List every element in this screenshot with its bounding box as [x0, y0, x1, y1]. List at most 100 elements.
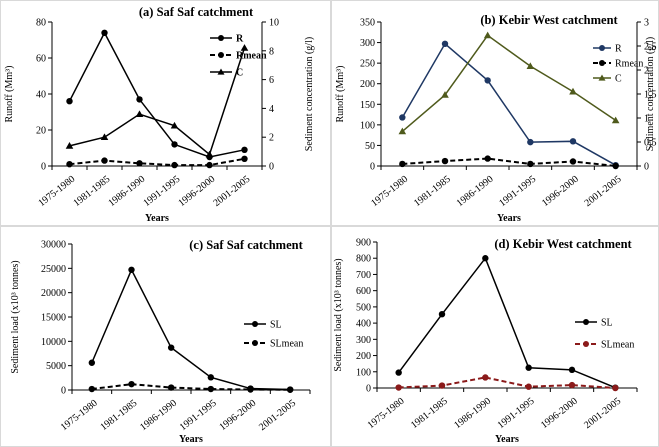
y-tick-label: 0 — [61, 386, 66, 397]
data-point-sl — [88, 359, 96, 366]
y2-tick-label: 0,5 — [644, 138, 657, 149]
x-axis-title: Years — [179, 434, 203, 445]
y-tick-label: 100 — [356, 367, 371, 378]
data-point-c — [240, 44, 249, 51]
legend-marker-sl — [583, 319, 589, 325]
series-line-slmean — [398, 376, 616, 389]
chart-panel-b: 0 50 100 150 200 250 300 350 0 0,5 1 1,5 2 2,5 3 1975-1… — [331, 0, 659, 226]
chart-panel-c: 0 5000 10000 15000 20000 25000 30000 1975-1980 1… — [0, 226, 331, 447]
y-tick-label: 500 — [356, 302, 371, 313]
x-axis-title: Years — [495, 434, 519, 445]
x-axis-title: Years — [497, 213, 521, 224]
data-point-rmean — [527, 160, 534, 168]
chart-panel-a: 0 20 40 60 80 0 2 4 6 8 10 1975-1980 1981-1985 1986-1… — [0, 0, 331, 226]
data-point-sl — [167, 344, 175, 351]
data-point-slmean — [395, 384, 402, 391]
y2-axis-title: Sediment concentration (g/l) — [304, 37, 315, 151]
data-point-c — [170, 121, 179, 129]
y2-tick-label: 4 — [269, 104, 274, 115]
y-axis-title: Sediment load (x10³ tonnes) — [10, 260, 21, 373]
y2-tick-label: 2,5 — [644, 42, 657, 53]
chart-svg-c: 0500010000150002000025000300001975-19801… — [0, 226, 331, 447]
data-point-sl — [568, 366, 576, 374]
y2-tick-label: 1 — [644, 114, 649, 125]
data-point-rmean — [441, 157, 449, 165]
data-point-sl — [395, 369, 402, 376]
data-point-slmean — [438, 382, 446, 389]
data-point-rmean — [171, 161, 178, 169]
y-tick-label: 50 — [365, 141, 375, 152]
y-tick-label: 0 — [370, 162, 375, 173]
y-tick-label: 20000 — [41, 288, 66, 299]
data-point-rmean — [101, 157, 108, 164]
y-axis-title: Runoff (Mm³) — [4, 66, 15, 123]
legend-label-r: R — [236, 34, 244, 45]
data-point-sl — [482, 255, 489, 262]
data-point-slmean — [568, 381, 576, 389]
y-tick-label: 300 — [356, 335, 371, 346]
y-tick-label: 15000 — [41, 313, 66, 324]
y2-axis-title: Sediment concentration (g/l) — [645, 37, 656, 151]
y-tick-label: 600 — [356, 286, 371, 297]
legend-marker-r — [218, 35, 224, 41]
y-tick-label: 900 — [356, 238, 371, 249]
y-tick-label: 700 — [356, 270, 371, 281]
y-tick-label: 60 — [36, 54, 46, 65]
y-tick-label: 100 — [360, 120, 375, 131]
series-line-c — [69, 47, 246, 156]
y-tick-label: 150 — [360, 100, 375, 111]
data-point-slmean — [286, 386, 294, 393]
y-tick-label: 200 — [356, 351, 371, 362]
data-point-slmean — [167, 384, 175, 391]
y-tick-label: 250 — [360, 59, 375, 70]
data-point-slmean — [207, 385, 215, 393]
legend-marker-c — [217, 68, 225, 75]
legend-marker-c — [598, 74, 606, 81]
y2-tick-label: 0 — [644, 162, 649, 173]
data-point-rmean — [206, 161, 213, 169]
y-tick-label: 80 — [36, 18, 46, 29]
data-point-c — [611, 116, 620, 124]
series-line-r — [401, 42, 617, 166]
y2-tick-label: 0 — [269, 162, 274, 173]
legend-marker-r — [599, 45, 605, 51]
chart-title: (b) Kebir West catchment — [480, 13, 618, 27]
data-point-sl — [207, 374, 215, 381]
y2-tick-label: 2 — [269, 133, 274, 144]
series-line-slmean — [91, 383, 291, 391]
data-point-slmean — [612, 384, 619, 392]
chart-title: (d) Kebir West catchment — [494, 237, 632, 251]
y2-tick-label: 10 — [269, 18, 279, 29]
chart-title: (c) Saf Saf catchment — [189, 238, 303, 252]
legend-label-sl: SL — [270, 320, 282, 331]
data-point-r — [399, 114, 406, 121]
legend-marker-rmean — [218, 52, 224, 58]
data-point-sl — [525, 364, 532, 371]
legend-marker-rmean — [599, 60, 605, 66]
y2-tick-label: 3 — [644, 18, 649, 29]
data-point-r — [569, 138, 577, 145]
legend-label-sl: SL — [601, 318, 613, 329]
chart-panel-d: 0 100 200 300 400 500 600 700 800 900 1975-1980 198… — [331, 226, 659, 447]
data-point-r — [527, 138, 534, 146]
data-point-r — [484, 77, 491, 84]
y-tick-label: 5000 — [46, 361, 66, 372]
chart-frame — [0, 0, 331, 226]
data-point-sl — [128, 266, 135, 273]
data-point-c — [569, 87, 577, 95]
data-point-c — [398, 127, 407, 135]
y-tick-label: 30000 — [41, 240, 66, 251]
data-point-slmean — [482, 374, 489, 381]
data-point-slmean — [88, 385, 96, 393]
data-point-slmean — [128, 380, 135, 388]
y-tick-label: 0 — [366, 384, 371, 395]
legend-marker-slmean — [252, 340, 258, 346]
legend-label-c: C — [236, 68, 243, 79]
legend-marker-slmean — [583, 341, 589, 347]
series-line-r — [68, 31, 245, 158]
legend-label-slmean: SLmean — [601, 340, 634, 351]
chart-svg-b: 05010015020025030035000,511,522,531975-1… — [331, 0, 659, 226]
y-tick-label: 350 — [360, 18, 375, 29]
chart-frame — [331, 226, 659, 447]
